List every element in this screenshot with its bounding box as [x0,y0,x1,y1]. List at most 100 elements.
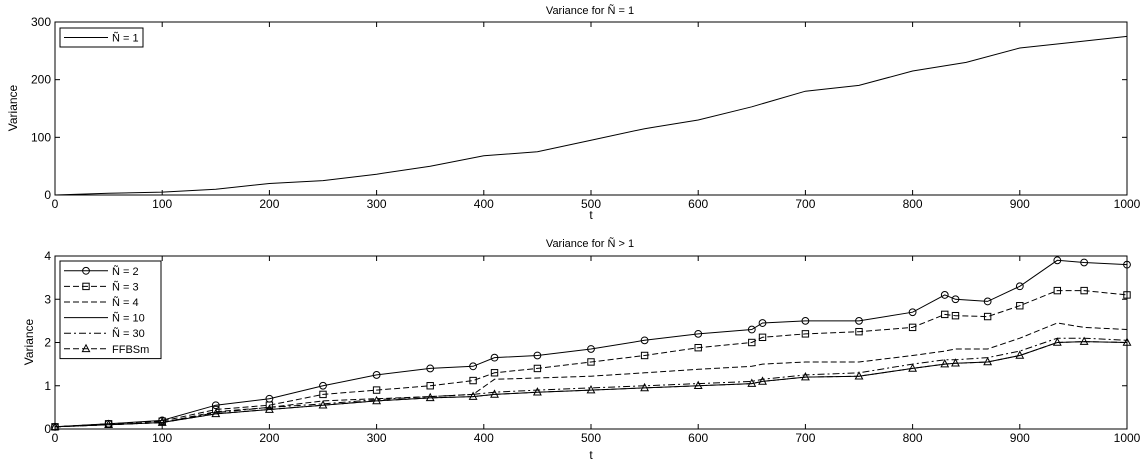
series-1-marker [941,310,949,319]
series-1-marker [587,358,595,366]
series-1-marker [1053,286,1062,295]
series-0-marker [372,371,381,379]
series-5-marker [50,421,60,431]
series-1-marker [694,343,702,352]
series-1-marker [1080,286,1088,295]
series-0-marker [694,329,703,338]
series-0-marker [951,295,960,304]
series-5-marker [951,358,960,367]
y-tick-label: 0 [44,188,51,202]
series-1-marker [490,369,499,377]
series-1-marker [951,311,960,320]
bottom-series-lines [50,256,1132,431]
series-0-marker [1053,256,1062,265]
x-tick-label: 100 [152,431,172,445]
series-1-marker [469,376,477,385]
series-0-marker [587,345,595,353]
legend-label: Ñ = 30 [112,327,145,340]
top-chart-title: Variance for Ñ = 1 [546,4,634,17]
x-tick-label: 0 [52,197,59,211]
bottom-x-axis-label: t [589,448,593,462]
x-tick-label: 800 [903,197,923,211]
series-5-marker [908,363,918,372]
legend-marker [82,282,90,291]
x-tick-label: 300 [367,197,387,211]
y-tick-label: 3 [44,292,51,306]
bottom-legend: Ñ = 2 Ñ = 3 Ñ = 4 Ñ = 10 Ñ = 30 FFBSm [59,260,162,360]
top-plot-area [54,21,1128,196]
series-line-0 [54,35,1128,196]
series-5-marker [532,387,542,396]
series-0-marker [908,308,917,317]
series-1-marker [748,338,756,347]
y-tick-label: 100 [31,130,51,144]
series-5-marker [104,419,114,428]
series-5-marker [983,356,993,366]
series-0-marker [319,381,327,390]
series-5-marker [157,417,167,426]
y-tick-label: 4 [44,249,51,263]
series-5-marker [1122,337,1132,346]
series-line-2 [54,322,1128,428]
series-1-marker [1123,291,1131,299]
series-line-0 [54,259,1128,428]
series-5-marker [425,392,435,402]
series-5-marker [211,408,221,418]
series-5-marker [758,376,767,385]
series-0-marker [801,316,810,325]
series-1-marker [801,330,810,338]
y-tick-label: 200 [31,73,51,87]
bottom-chart-panel: Variance for Ñ > 1 0 100 200 300 400 500 600 70… [22,237,1141,462]
top-chart-panel: Variance for Ñ = 1 0 100 200 300 400 500 600 70… [6,4,1141,222]
x-tick-label: 300 [367,431,387,445]
bottom-plot-area [54,255,1128,430]
series-0-marker [758,319,767,327]
series-5-marker [1079,336,1089,345]
top-series-lines [54,35,1128,196]
series-5-marker [1015,350,1025,359]
legend-label: Ñ = 4 [112,296,139,309]
series-1-marker [908,323,917,332]
series-0-marker [533,351,542,360]
series-1-marker [1016,302,1024,310]
series-1-marker [426,382,434,390]
y-tick-label: 2 [44,336,51,350]
top-x-axis-label: t [589,208,593,222]
series-0-marker [1015,282,1024,291]
series-5-marker [800,372,810,381]
bottom-y-axis-label: Variance [22,318,36,365]
series-0-marker [1123,260,1131,269]
y-tick-label: 0 [44,422,51,436]
x-tick-label: 100 [152,197,172,211]
bottom-chart-title: Variance for Ñ > 1 [546,237,634,250]
series-0-marker [1080,258,1089,267]
series-1-marker [983,312,992,321]
series-0-marker [426,364,435,373]
series-1-marker [533,364,542,373]
series-0-marker [640,336,649,345]
legend-box [59,260,162,360]
series-5-marker [468,391,478,400]
legend-label: FFBSm [112,344,149,356]
series-line-1 [54,290,1128,428]
series-5-marker [940,359,950,368]
bottom-axis-ticks: 0 100 200 300 400 500 600 700 800 900 1000 0 1 2 3 4 [44,249,1140,445]
series-5-marker [372,395,382,405]
series-1-marker [265,401,274,409]
x-tick-label: 700 [795,197,815,211]
series-0-marker [469,362,477,371]
x-tick-label: 400 [474,431,494,445]
series-5-marker [1052,337,1062,346]
legend-label: Ñ = 2 [112,265,139,278]
series-line-5 [54,341,1128,428]
x-tick-label: 800 [903,431,923,445]
series-0-marker [855,316,863,325]
legend-label: Ñ = 3 [112,280,139,293]
series-5-marker [264,404,274,413]
series-1-marker [319,390,327,399]
legend-label: Ñ = 10 [112,312,145,325]
series-line-4 [54,337,1128,428]
x-tick-label: 1000 [1114,431,1141,445]
x-tick-label: 400 [474,197,494,211]
